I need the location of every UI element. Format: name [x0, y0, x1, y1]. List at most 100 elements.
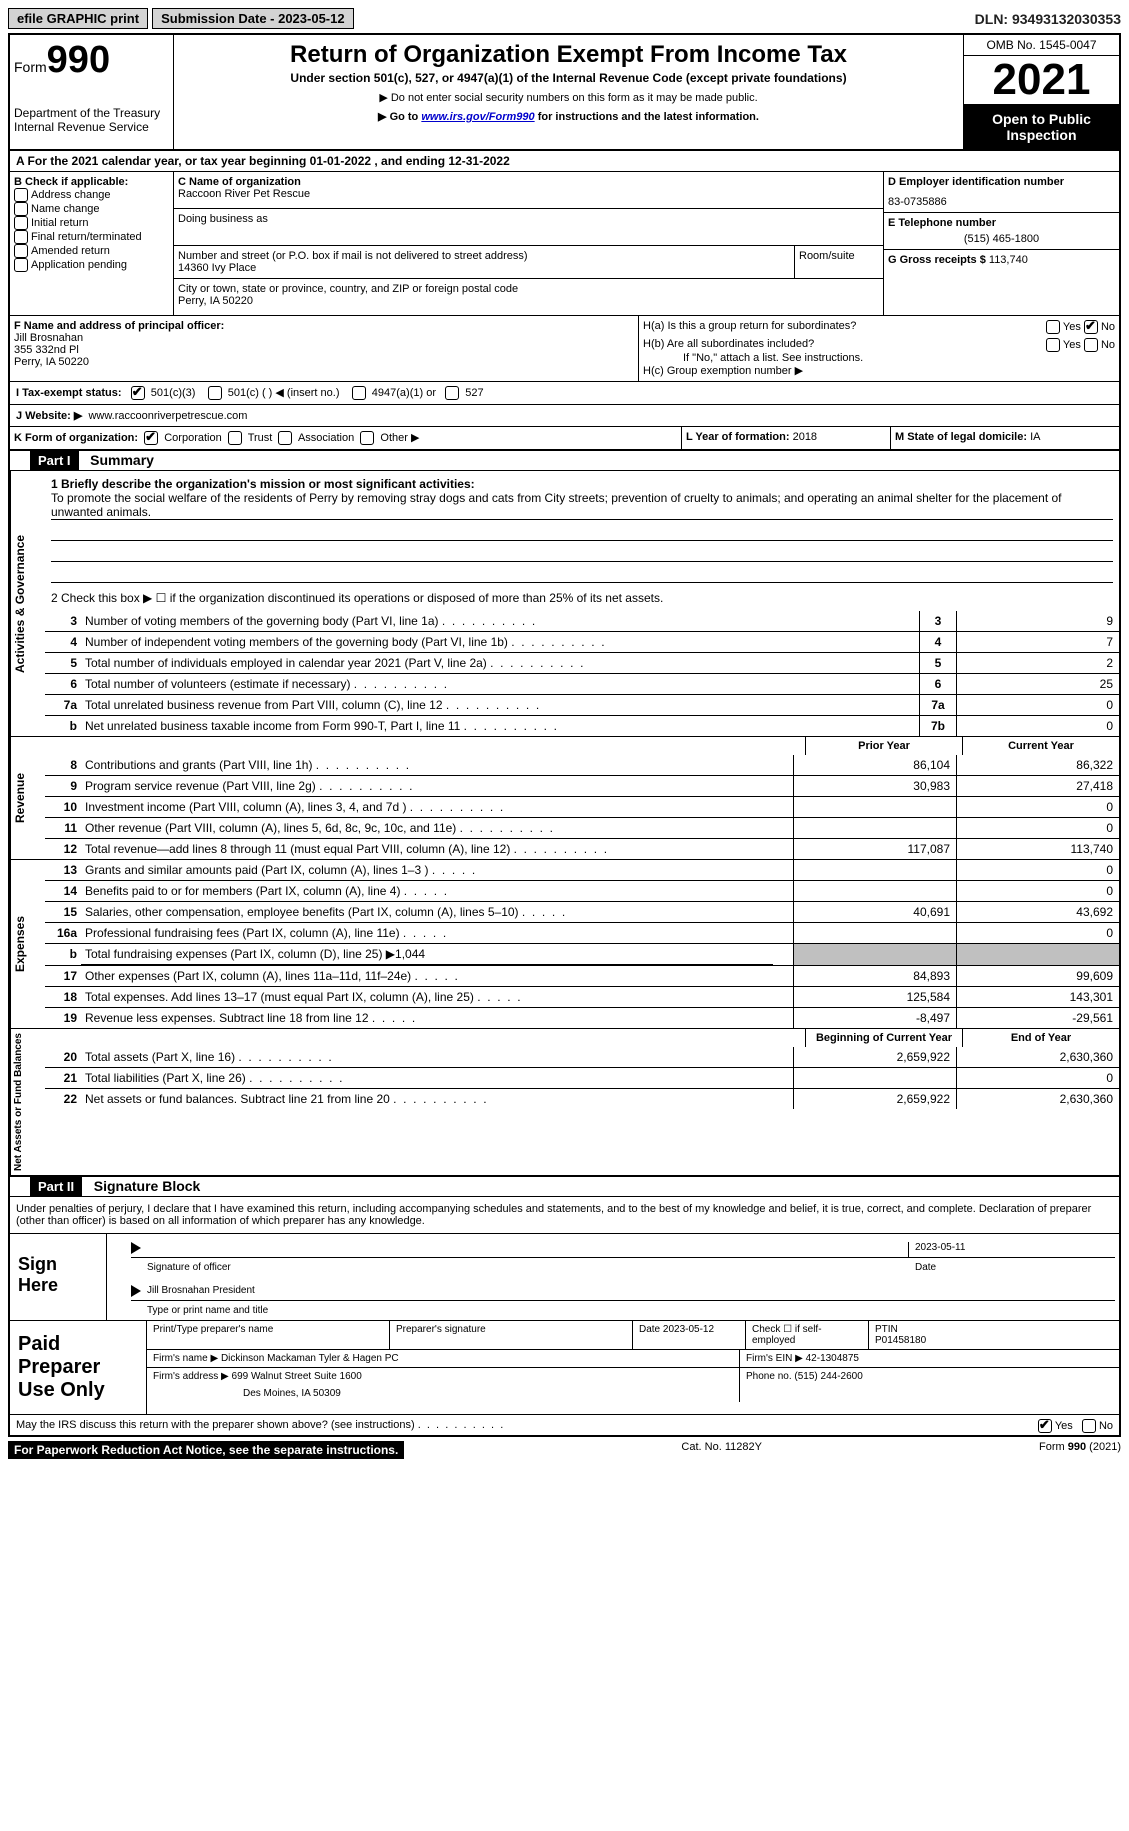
efile-button[interactable]: efile GRAPHIC print [8, 8, 148, 29]
cat-no: Cat. No. 11282Y [681, 1441, 762, 1459]
check-initial[interactable] [14, 216, 28, 230]
ha-no[interactable] [1084, 320, 1098, 334]
section-c: C Name of organization Raccoon River Pet… [174, 172, 884, 315]
row-fh: F Name and address of principal officer:… [10, 316, 1119, 382]
arrow-icon [131, 1285, 141, 1297]
vert-revenue: Revenue [10, 737, 45, 859]
section-i: I Tax-exempt status: 501(c)(3) 501(c) ( … [10, 382, 1119, 405]
label-taxstatus: I Tax-exempt status: [16, 387, 122, 399]
part2-badge: Part II [30, 1177, 82, 1196]
check-4947[interactable] [352, 386, 366, 400]
officer-street: 355 332nd Pl [14, 344, 634, 356]
summary-row: 10Investment income (Part VIII, column (… [45, 796, 1119, 817]
sig-date: 2023-05-11 [908, 1242, 1115, 1257]
label-street: Number and street (or P.O. box if mail i… [178, 250, 790, 262]
submission-date: Submission Date - 2023-05-12 [152, 8, 354, 29]
summary-row: 7aTotal unrelated business revenue from … [45, 694, 1119, 715]
label-room: Room/suite [795, 246, 883, 278]
section-h: H(a) Is this a group return for subordin… [639, 316, 1119, 381]
top-bar: efile GRAPHIC print Submission Date - 20… [8, 8, 1121, 29]
check-pending[interactable] [14, 258, 28, 272]
q1-text: To promote the social welfare of the res… [51, 491, 1113, 520]
label-dba: Doing business as [178, 213, 879, 225]
current-year-header: Current Year [962, 737, 1119, 755]
firm-addr-cell: Firm's address ▶ 699 Walnut Street Suite… [147, 1368, 740, 1402]
note-link: ▶ Go to www.irs.gov/Form990 for instruct… [178, 110, 959, 123]
prep-date: Date 2023-05-12 [633, 1321, 746, 1349]
sig-officer-label: Signature of officer [147, 1262, 915, 1273]
hb-note: If "No," attach a list. See instructions… [683, 352, 1115, 364]
arrow-icon [131, 1242, 141, 1254]
omb-number: OMB No. 1545-0047 [964, 35, 1119, 56]
summary-row: 21Total liabilities (Part X, line 26)0 [45, 1067, 1119, 1088]
check-501c[interactable] [208, 386, 222, 400]
summary-row: 20Total assets (Part X, line 16)2,659,92… [45, 1047, 1119, 1067]
part1-title: Summary [90, 452, 154, 468]
summary-row: 11Other revenue (Part VIII, column (A), … [45, 817, 1119, 838]
label-orgname: C Name of organization [178, 176, 879, 188]
label-city: City or town, state or province, country… [178, 283, 879, 295]
part2-title: Signature Block [94, 1178, 201, 1194]
form-container: Form990 Department of the Treasury Inter… [8, 33, 1121, 1437]
hb-no[interactable] [1084, 338, 1098, 352]
summary-row: 4Number of independent voting members of… [45, 631, 1119, 652]
label-ein: D Employer identification number [888, 176, 1115, 188]
check-name[interactable] [14, 202, 28, 216]
vert-netassets: Net Assets or Fund Balances [10, 1029, 45, 1175]
label-phone: E Telephone number [888, 217, 1115, 229]
check-amended[interactable] [14, 244, 28, 258]
summary-row: 9Program service revenue (Part VIII, lin… [45, 775, 1119, 796]
type-name-label: Type or print name and title [147, 1305, 1115, 1316]
check-address[interactable] [14, 188, 28, 202]
hb-yes[interactable] [1046, 338, 1060, 352]
officer-name: Jill Brosnahan [14, 332, 634, 344]
website: www.raccoonriverpetrescue.com [88, 410, 247, 422]
prior-year-header: Prior Year [805, 737, 962, 755]
discuss-label: May the IRS discuss this return with the… [16, 1419, 503, 1431]
date-label: Date [915, 1262, 1115, 1273]
check-corp[interactable] [144, 431, 158, 445]
activities-governance: Activities & Governance 1 Briefly descri… [10, 471, 1119, 737]
sign-here-label: Sign Here [10, 1234, 107, 1320]
form-title: Return of Organization Exempt From Incom… [178, 41, 959, 69]
discuss-no[interactable] [1082, 1419, 1096, 1433]
check-501c3[interactable] [131, 386, 145, 400]
declaration: Under penalties of perjury, I declare th… [10, 1197, 1119, 1234]
prep-name-label: Print/Type preparer's name [147, 1321, 390, 1349]
check-assoc[interactable] [278, 431, 292, 445]
summary-row: 19Revenue less expenses. Subtract line 1… [45, 1007, 1119, 1028]
summary-row: 18Total expenses. Add lines 13–17 (must … [45, 986, 1119, 1007]
hb-label: H(b) Are all subordinates included? [643, 338, 926, 352]
label-officer: F Name and address of principal officer: [14, 320, 634, 332]
check-other[interactable] [360, 431, 374, 445]
preparer-body: Print/Type preparer's name Preparer's si… [147, 1321, 1119, 1414]
check-trust[interactable] [228, 431, 242, 445]
org-name: Raccoon River Pet Rescue [178, 188, 879, 200]
section-f: F Name and address of principal officer:… [10, 316, 639, 381]
irs-link[interactable]: www.irs.gov/Form990 [421, 111, 534, 123]
q1-label: 1 Briefly describe the organization's mi… [51, 477, 1113, 491]
ein: 83-0735886 [888, 196, 1115, 208]
street: 14360 Ivy Place [178, 262, 790, 274]
tax-year: 2021 [964, 56, 1119, 105]
form-subtitle: Under section 501(c), 527, or 4947(a)(1)… [178, 71, 959, 85]
header-left: Form990 Department of the Treasury Inter… [10, 35, 174, 149]
section-j: J Website: ▶ www.raccoonriverpetrescue.c… [10, 405, 1119, 427]
paperwork-notice: For Paperwork Reduction Act Notice, see … [8, 1441, 404, 1459]
officer-city: Perry, IA 50220 [14, 356, 634, 368]
summary-row: 8Contributions and grants (Part VIII, li… [45, 755, 1119, 775]
check-527[interactable] [445, 386, 459, 400]
vert-expenses: Expenses [10, 860, 45, 1028]
ha-yes[interactable] [1046, 320, 1060, 334]
net-header: Beginning of Current Year End of Year [45, 1029, 1119, 1047]
begin-year-header: Beginning of Current Year [805, 1029, 962, 1047]
summary-row: bNet unrelated business taxable income f… [45, 715, 1119, 736]
discuss-yes[interactable] [1038, 1419, 1052, 1433]
summary-row: 6Total number of volunteers (estimate if… [45, 673, 1119, 694]
net-assets: Net Assets or Fund Balances Beginning of… [10, 1029, 1119, 1177]
info-grid: B Check if applicable: Address change Na… [10, 172, 1119, 316]
check-final[interactable] [14, 230, 28, 244]
row-klm: K Form of organization: Corporation Trus… [10, 427, 1119, 451]
blank-line [51, 524, 1113, 541]
open-public-badge: Open to Public Inspection [964, 105, 1119, 149]
